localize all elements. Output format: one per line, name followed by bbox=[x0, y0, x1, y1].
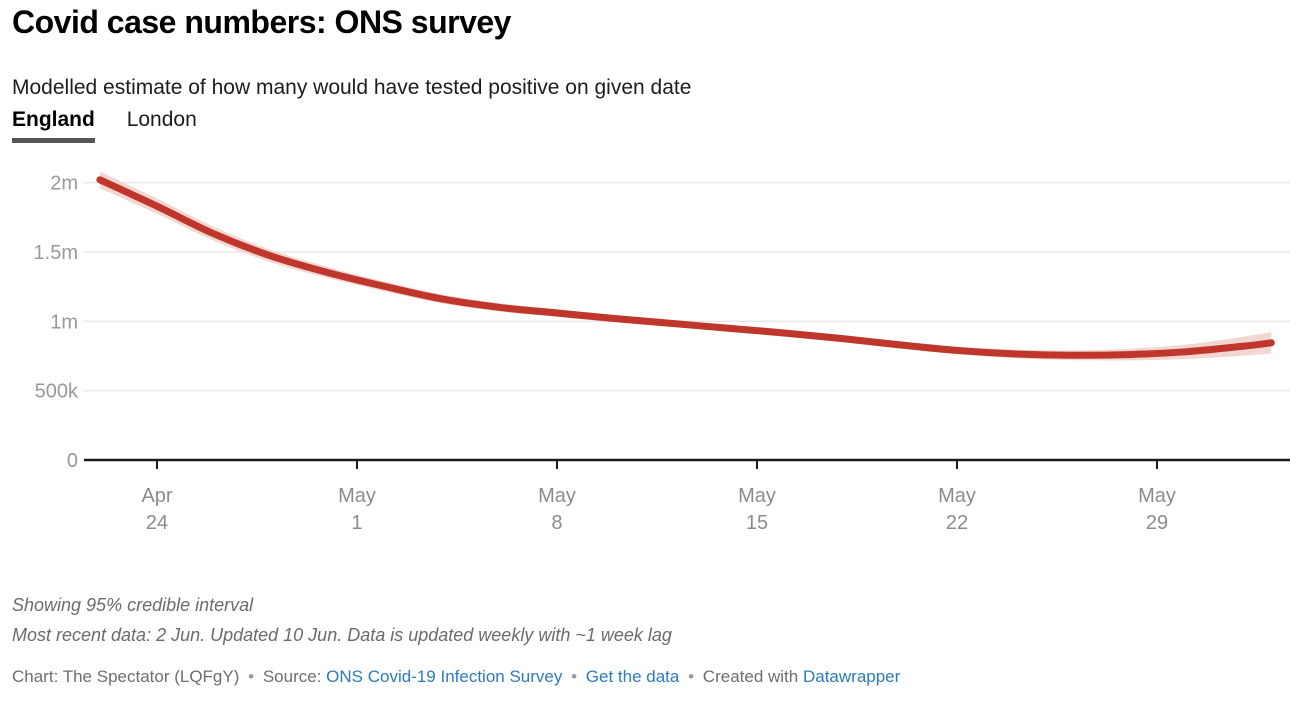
x-axis-label-day: 15 bbox=[746, 512, 768, 534]
chart-credit: Chart: The Spectator (LQFgY) bbox=[12, 667, 240, 686]
datawrapper-link[interactable]: Datawrapper bbox=[802, 667, 901, 686]
get-the-data-link[interactable]: Get the data bbox=[585, 667, 680, 686]
x-axis-label-day: 24 bbox=[146, 512, 168, 534]
x-axis-label-month: May bbox=[1138, 485, 1176, 507]
y-axis-label: 0 bbox=[67, 450, 78, 472]
x-axis-label-day: 22 bbox=[946, 512, 968, 534]
series-tabs: England London bbox=[12, 108, 197, 143]
separator-dot: • bbox=[248, 667, 255, 686]
england-series-line bbox=[96, 176, 1275, 359]
x-axis-label-month: May bbox=[538, 485, 576, 507]
page-title: Covid case numbers: ONS survey bbox=[12, 4, 511, 40]
chart-subtitle: Modelled estimate of how many would have… bbox=[12, 76, 692, 99]
separator-dot: • bbox=[688, 667, 695, 686]
y-axis-label: 1m bbox=[50, 311, 78, 333]
source-label: Source: bbox=[262, 667, 322, 686]
y-axis-label: 500k bbox=[35, 381, 79, 403]
x-axis-label-month: May bbox=[738, 485, 776, 507]
tab-london[interactable]: London bbox=[126, 108, 197, 131]
confidence-band bbox=[99, 171, 1272, 361]
x-axis-label-month: Apr bbox=[141, 485, 172, 507]
chart-notes: Showing 95% credible interval Most recen… bbox=[12, 590, 672, 650]
x-axis-label-month: May bbox=[338, 485, 376, 507]
separator-dot: • bbox=[571, 667, 578, 686]
x-axis-label-day: 8 bbox=[551, 512, 562, 534]
source-link[interactable]: ONS Covid-19 Infection Survey bbox=[326, 667, 563, 686]
x-axis-label-month: May bbox=[938, 485, 976, 507]
y-axis-label: 1.5m bbox=[34, 242, 78, 264]
note-data-recency: Most recent data: 2 Jun. Updated 10 Jun.… bbox=[12, 625, 672, 645]
created-with-label: Created with bbox=[702, 667, 799, 686]
tab-england[interactable]: England bbox=[12, 108, 95, 143]
attribution-bar: Chart: The Spectator (LQFgY) • Source: O… bbox=[12, 667, 900, 687]
note-credible-interval: Showing 95% credible interval bbox=[12, 595, 254, 615]
x-axis-label-day: 1 bbox=[351, 512, 362, 534]
x-axis-label-day: 29 bbox=[1146, 512, 1168, 534]
y-axis-label: 2m bbox=[50, 173, 78, 195]
